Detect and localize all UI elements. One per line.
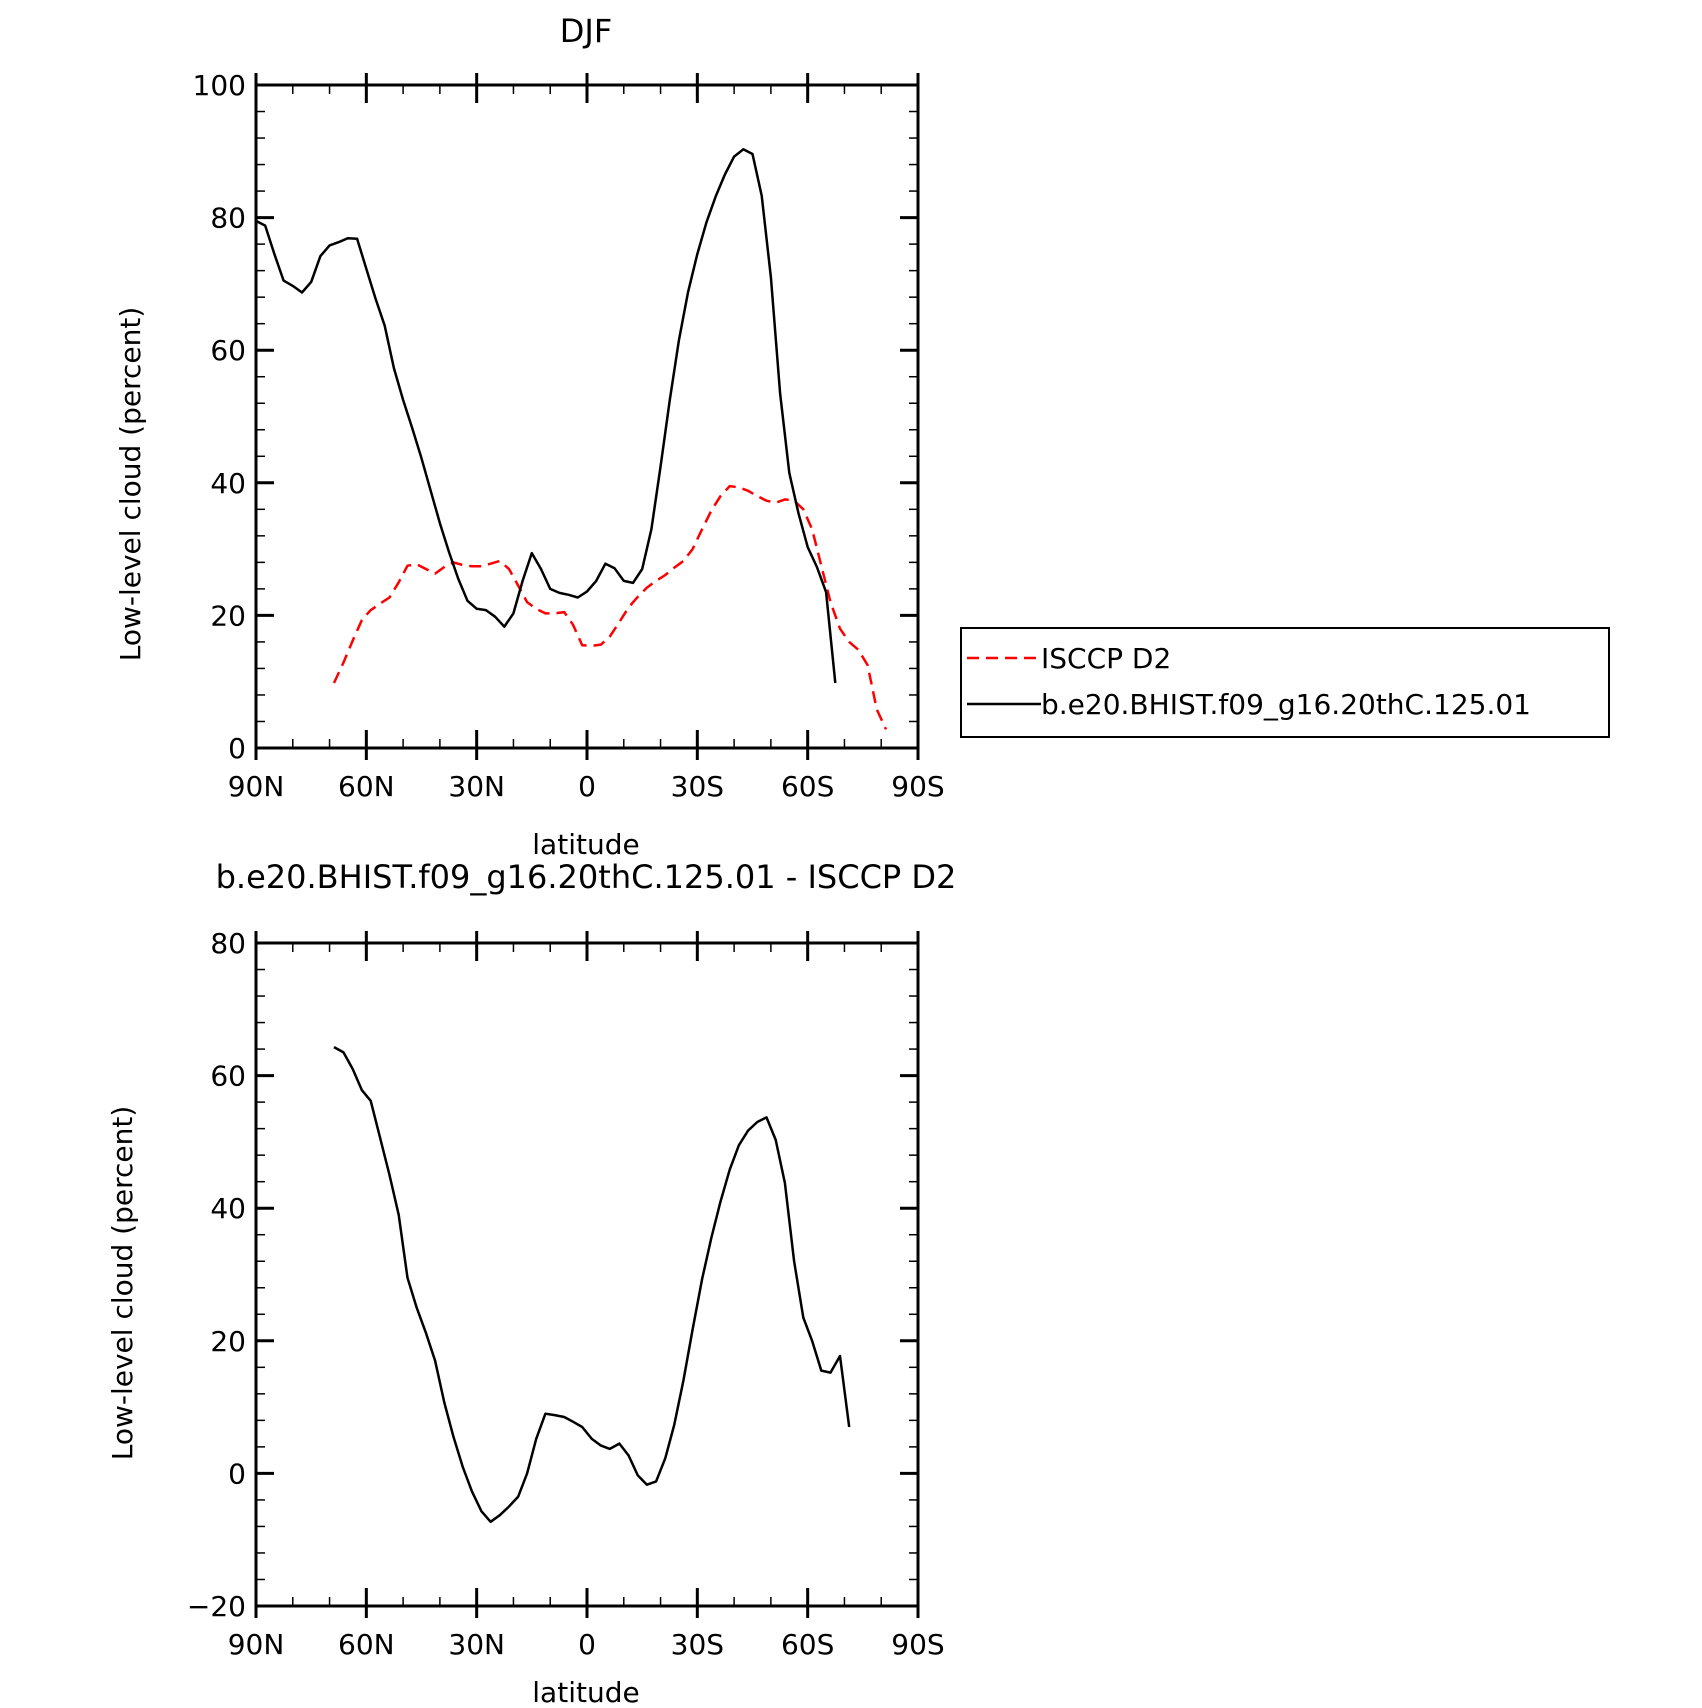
bottom-panel-series-line-0 (333, 1046, 851, 1524)
bottom-panel-y-axis-title: Low-level cloud (percent) (106, 1106, 139, 1461)
bottom-panel-x-tick-label: 90S (891, 1628, 944, 1661)
top-panel-series-line-1 (255, 148, 837, 684)
top-panel-y-tick-label: 40 (210, 467, 246, 500)
top-panel-x-tick-label: 60N (338, 770, 395, 803)
top-panel-x-tick-label: 0 (578, 770, 596, 803)
bottom-panel-x-tick-label: 90N (228, 1628, 285, 1661)
bottom-panel-y-tick-label: −20 (187, 1590, 246, 1623)
bottom-panel-x-tick-label: 30S (671, 1628, 724, 1661)
top-panel-y-tick-label: 20 (210, 599, 246, 632)
top-panel-frame (254, 83, 920, 750)
top-panel-x-axis-title: latitude (532, 828, 639, 861)
bottom-panel-y-tick-label: 20 (210, 1325, 246, 1358)
bottom-panel-title: b.e20.BHIST.f09_g16.20thC.125.01 - ISCCP… (216, 858, 957, 896)
top-panel-x-tick-label: 90N (228, 770, 285, 803)
bottom-panel-y-tick-label: 80 (210, 927, 246, 960)
bottom-panel-x-tick-label: 30N (448, 1628, 505, 1661)
top-panel-y-tick-label: 100 (193, 69, 246, 102)
bottom-panel-y-tick-label: 60 (210, 1060, 246, 1093)
bottom-panel-frame (254, 941, 920, 1608)
legend-label-1: b.e20.BHIST.f09_g16.20thC.125.01 (1041, 688, 1531, 721)
bottom-panel-x-axis-title: latitude (532, 1676, 639, 1708)
top-panel-series-line-0 (332, 484, 888, 730)
bottom-panel-x-tick-label: 0 (578, 1628, 596, 1661)
top-panel-y-axis-title: Low-level cloud (percent) (114, 307, 147, 662)
top-panel-x-tick-label: 60S (781, 770, 834, 803)
top-panel-y-tick-label: 60 (210, 334, 246, 367)
top-panel-legend: ISCCP D2 b.e20.BHIST.f09_g16.20thC.125.01 (960, 627, 1610, 738)
legend-box (960, 627, 1610, 738)
legend-label-0: ISCCP D2 (1041, 642, 1171, 675)
top-panel-y-tick-label: 80 (210, 202, 246, 235)
top-panel-x-tick-label: 90S (891, 770, 944, 803)
bottom-panel-y-tick-label: 40 (210, 1192, 246, 1225)
top-panel-x-tick-label: 30N (448, 770, 505, 803)
top-panel-x-tick-label: 30S (671, 770, 724, 803)
bottom-panel-y-tick-label: 0 (228, 1457, 246, 1490)
top-panel-title: DJF (560, 12, 612, 50)
bottom-panel-x-tick-label: 60N (338, 1628, 395, 1661)
top-panel: DJF latitude Low-level cloud (percent) 0… (114, 12, 945, 861)
bottom-panel: b.e20.BHIST.f09_g16.20thC.125.01 - ISCCP… (106, 858, 956, 1708)
bottom-panel-x-tick-label: 60S (781, 1628, 834, 1661)
top-panel-y-tick-label: 0 (228, 732, 246, 765)
